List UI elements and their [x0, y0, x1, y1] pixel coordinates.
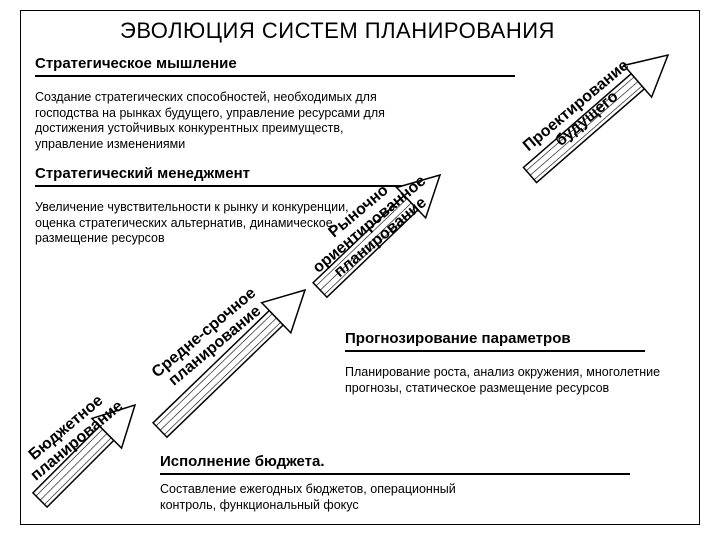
section-underline-0: [35, 75, 515, 77]
section-heading-3: Исполнение бюджета.: [160, 453, 520, 470]
section-heading-0: Стратегическое мышление: [35, 55, 395, 72]
section-body-0: Создание стратегических способностей, не…: [35, 90, 390, 153]
page-title: ЭВОЛЮЦИЯ СИСТЕМ ПЛАНИРОВАНИЯ: [120, 18, 555, 44]
section-underline-3: [160, 473, 630, 475]
section-heading-1: Стратегический менеджмент: [35, 165, 395, 182]
section-body-3: Составление ежегодных бюджетов, операцио…: [160, 482, 515, 513]
section-body-2: Планирование роста, анализ окружения, мн…: [345, 365, 700, 396]
section-heading-2: Прогнозирование параметров: [345, 330, 705, 347]
section-underline-2: [345, 350, 645, 352]
